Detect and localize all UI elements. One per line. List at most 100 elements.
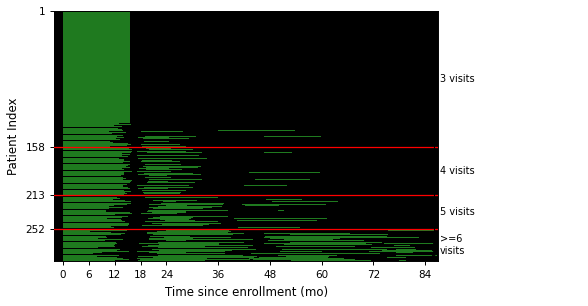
- Bar: [63, 148, 129, 149]
- Bar: [163, 201, 176, 202]
- Bar: [63, 199, 113, 200]
- Bar: [63, 145, 127, 146]
- Bar: [235, 218, 328, 219]
- Bar: [148, 181, 168, 182]
- Bar: [63, 176, 132, 177]
- Bar: [282, 249, 387, 250]
- Bar: [63, 232, 111, 233]
- Bar: [63, 149, 132, 150]
- Bar: [284, 244, 372, 245]
- Bar: [63, 131, 109, 132]
- Bar: [148, 245, 253, 246]
- Bar: [152, 212, 186, 213]
- Bar: [244, 185, 288, 186]
- Bar: [255, 179, 310, 180]
- Bar: [138, 174, 201, 175]
- Bar: [259, 257, 328, 258]
- Bar: [63, 125, 113, 126]
- Bar: [392, 248, 437, 249]
- Bar: [218, 130, 295, 131]
- Bar: [142, 160, 172, 161]
- Bar: [149, 238, 193, 239]
- Bar: [63, 223, 129, 224]
- Bar: [63, 213, 132, 214]
- Bar: [149, 252, 186, 253]
- Bar: [149, 204, 223, 205]
- Bar: [63, 181, 132, 182]
- Bar: [63, 191, 131, 192]
- Bar: [63, 221, 125, 222]
- Bar: [63, 173, 123, 174]
- Bar: [145, 221, 218, 222]
- Bar: [142, 146, 186, 147]
- Bar: [255, 202, 290, 203]
- Bar: [136, 254, 260, 255]
- Bar: [63, 187, 128, 188]
- Bar: [165, 205, 187, 206]
- Bar: [63, 179, 123, 180]
- Bar: [63, 238, 98, 239]
- Bar: [63, 230, 127, 231]
- Bar: [63, 242, 116, 243]
- Bar: [63, 153, 122, 154]
- Bar: [149, 239, 253, 240]
- Bar: [141, 161, 181, 162]
- Bar: [148, 218, 192, 219]
- Bar: [394, 245, 410, 246]
- Bar: [139, 176, 200, 177]
- Bar: [63, 161, 130, 162]
- Bar: [145, 197, 218, 198]
- Bar: [63, 144, 131, 145]
- Bar: [63, 200, 125, 201]
- Bar: [63, 152, 131, 153]
- Bar: [152, 249, 256, 250]
- Bar: [160, 216, 228, 217]
- Bar: [143, 187, 192, 188]
- Bar: [63, 160, 124, 161]
- Bar: [63, 150, 122, 151]
- Bar: [63, 130, 123, 131]
- Bar: [63, 233, 125, 234]
- Bar: [63, 164, 130, 165]
- Bar: [63, 151, 132, 152]
- Bar: [142, 246, 205, 247]
- Bar: [159, 250, 232, 251]
- Bar: [249, 258, 344, 259]
- Bar: [268, 240, 364, 241]
- Bar: [63, 123, 119, 124]
- Bar: [372, 237, 419, 238]
- Bar: [143, 138, 189, 139]
- Bar: [63, 147, 120, 148]
- Bar: [263, 243, 366, 244]
- Bar: [153, 257, 254, 258]
- Bar: [142, 190, 186, 191]
- Bar: [63, 224, 129, 225]
- Bar: [63, 220, 122, 221]
- Bar: [237, 220, 317, 221]
- Bar: [159, 202, 223, 203]
- Bar: [147, 248, 254, 249]
- Bar: [63, 10, 130, 123]
- Bar: [137, 258, 207, 259]
- Bar: [238, 227, 299, 228]
- Bar: [63, 165, 128, 166]
- Bar: [63, 186, 123, 187]
- Bar: [63, 256, 97, 257]
- Bar: [272, 201, 338, 202]
- Bar: [63, 246, 115, 247]
- Bar: [148, 233, 244, 234]
- Bar: [163, 228, 200, 229]
- Bar: [63, 228, 128, 229]
- Bar: [63, 204, 127, 205]
- Bar: [63, 132, 126, 133]
- Bar: [263, 152, 292, 153]
- Bar: [63, 214, 115, 215]
- Bar: [63, 237, 107, 238]
- Bar: [63, 216, 128, 217]
- Bar: [63, 225, 128, 226]
- Bar: [63, 136, 117, 137]
- Bar: [396, 252, 413, 253]
- Bar: [63, 202, 115, 203]
- Bar: [63, 139, 120, 140]
- Bar: [163, 237, 232, 238]
